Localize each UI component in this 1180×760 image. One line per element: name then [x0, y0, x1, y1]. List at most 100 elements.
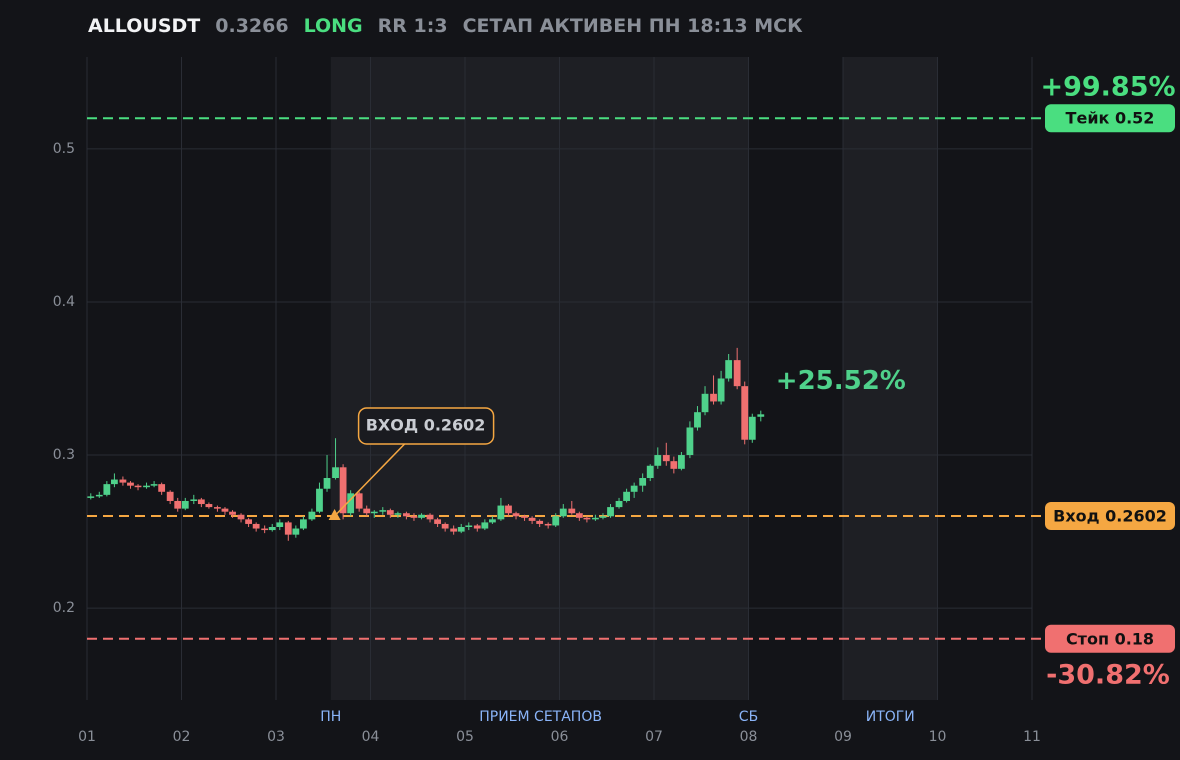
candle-body: [678, 455, 685, 469]
candle-body: [710, 393, 717, 402]
candle-body: [505, 505, 512, 514]
candle-body: [103, 484, 111, 495]
level-label: Тейк 0.52: [1066, 109, 1155, 128]
level-tag: [1045, 104, 1175, 133]
y-tick-label: 0.4: [53, 294, 75, 310]
candle-body: [686, 427, 694, 456]
candle-body: [497, 505, 505, 520]
candle-body: [355, 493, 363, 509]
candle-body: [111, 479, 118, 485]
x-tick-label: 08: [740, 729, 758, 745]
candle-body: [347, 493, 355, 514]
candle-body: [481, 522, 489, 529]
candle-body: [237, 514, 245, 520]
band-label: ПРИЕМ СЕТАПОВ: [479, 709, 602, 725]
candle-body: [630, 485, 638, 492]
candle-body: [205, 504, 213, 508]
annotation-text: ВХОД 0.2602: [366, 415, 486, 434]
candle-body: [701, 393, 709, 413]
x-tick-label: 11: [1023, 729, 1041, 745]
candle-body: [544, 523, 552, 526]
annotation-arrow: [334, 443, 406, 517]
x-tick-label: 10: [929, 729, 947, 745]
session-band: [843, 57, 938, 700]
candle-body: [150, 484, 158, 486]
candle-body: [403, 513, 410, 517]
candle-body: [473, 525, 481, 529]
candle-body: [245, 519, 252, 524]
candle-body: [221, 508, 229, 512]
candle-body: [276, 522, 284, 528]
candle-body: [127, 482, 134, 486]
candle-body: [316, 488, 323, 512]
candle-body: [332, 467, 339, 479]
candle-body: [623, 491, 630, 501]
side: LONG: [303, 15, 363, 37]
candle-body: [363, 508, 371, 514]
candle-body: [725, 360, 733, 379]
candle-body: [568, 508, 576, 514]
candle-body: [489, 519, 496, 523]
candle-body: [214, 507, 221, 509]
candle-body: [261, 528, 269, 531]
candle-body: [426, 514, 434, 520]
level-label: Стоп 0.18: [1066, 629, 1154, 648]
candle-body: [143, 485, 150, 488]
candle-body: [607, 507, 614, 517]
candle-body: [521, 516, 528, 518]
candle-body: [190, 499, 198, 501]
candle-body: [733, 360, 741, 387]
x-tick-label: 07: [645, 729, 663, 745]
candle-body: [410, 516, 418, 518]
candle-body: [300, 519, 307, 529]
candle-body: [394, 513, 402, 515]
status: СЕТАП АКТИВЕН ПН 18:13 МСК: [462, 15, 803, 37]
x-tick-label: 01: [78, 729, 96, 745]
candle-body: [575, 513, 583, 518]
candle-body: [87, 496, 95, 498]
candle-body: [292, 528, 300, 535]
session-band: [330, 57, 749, 700]
candle-body: [512, 513, 520, 517]
candle-body: [662, 455, 670, 462]
candle-body: [748, 416, 756, 440]
candle-body: [441, 523, 449, 529]
band-label: ИТОГИ: [866, 709, 915, 725]
candle-body: [174, 500, 182, 509]
candle-body: [528, 517, 536, 521]
candle-body: [158, 484, 166, 492]
y-tick-label: 0.2: [53, 600, 75, 616]
header: ALLOUSDT 0.3266 LONG RR 1:3 СЕТАП АКТИВЕ…: [88, 15, 803, 37]
candle-body: [654, 455, 662, 466]
candle-body: [457, 527, 465, 532]
candle-body: [386, 510, 394, 515]
x-tick-label: 09: [834, 729, 852, 745]
candle-body: [592, 517, 599, 520]
level-percent: +99.85%: [1040, 72, 1175, 103]
current-change: +25.52%: [776, 366, 906, 396]
candle-body: [559, 508, 567, 517]
candle-body: [134, 485, 142, 488]
y-tick-label: 0.5: [53, 141, 75, 157]
candle-body: [536, 520, 544, 524]
candle-body: [434, 519, 441, 524]
candle-body: [757, 414, 765, 417]
x-tick-label: 03: [267, 729, 285, 745]
level-tag: [1045, 624, 1175, 653]
candle-body: [465, 525, 473, 528]
level-label: Вход 0.2602: [1053, 506, 1167, 525]
price: 0.3266: [215, 15, 289, 37]
candle-body: [197, 499, 205, 505]
band-label: СБ: [739, 709, 758, 725]
candle-body: [308, 511, 316, 520]
candle-body: [670, 461, 678, 469]
level-percent: -30.82%: [1046, 659, 1170, 690]
candle-body: [268, 527, 276, 531]
entry-marker: [328, 508, 341, 520]
x-tick-label: 05: [456, 729, 474, 745]
candle-body: [583, 517, 591, 520]
symbol: ALLOUSDT: [88, 15, 201, 37]
candle-body: [615, 500, 623, 508]
